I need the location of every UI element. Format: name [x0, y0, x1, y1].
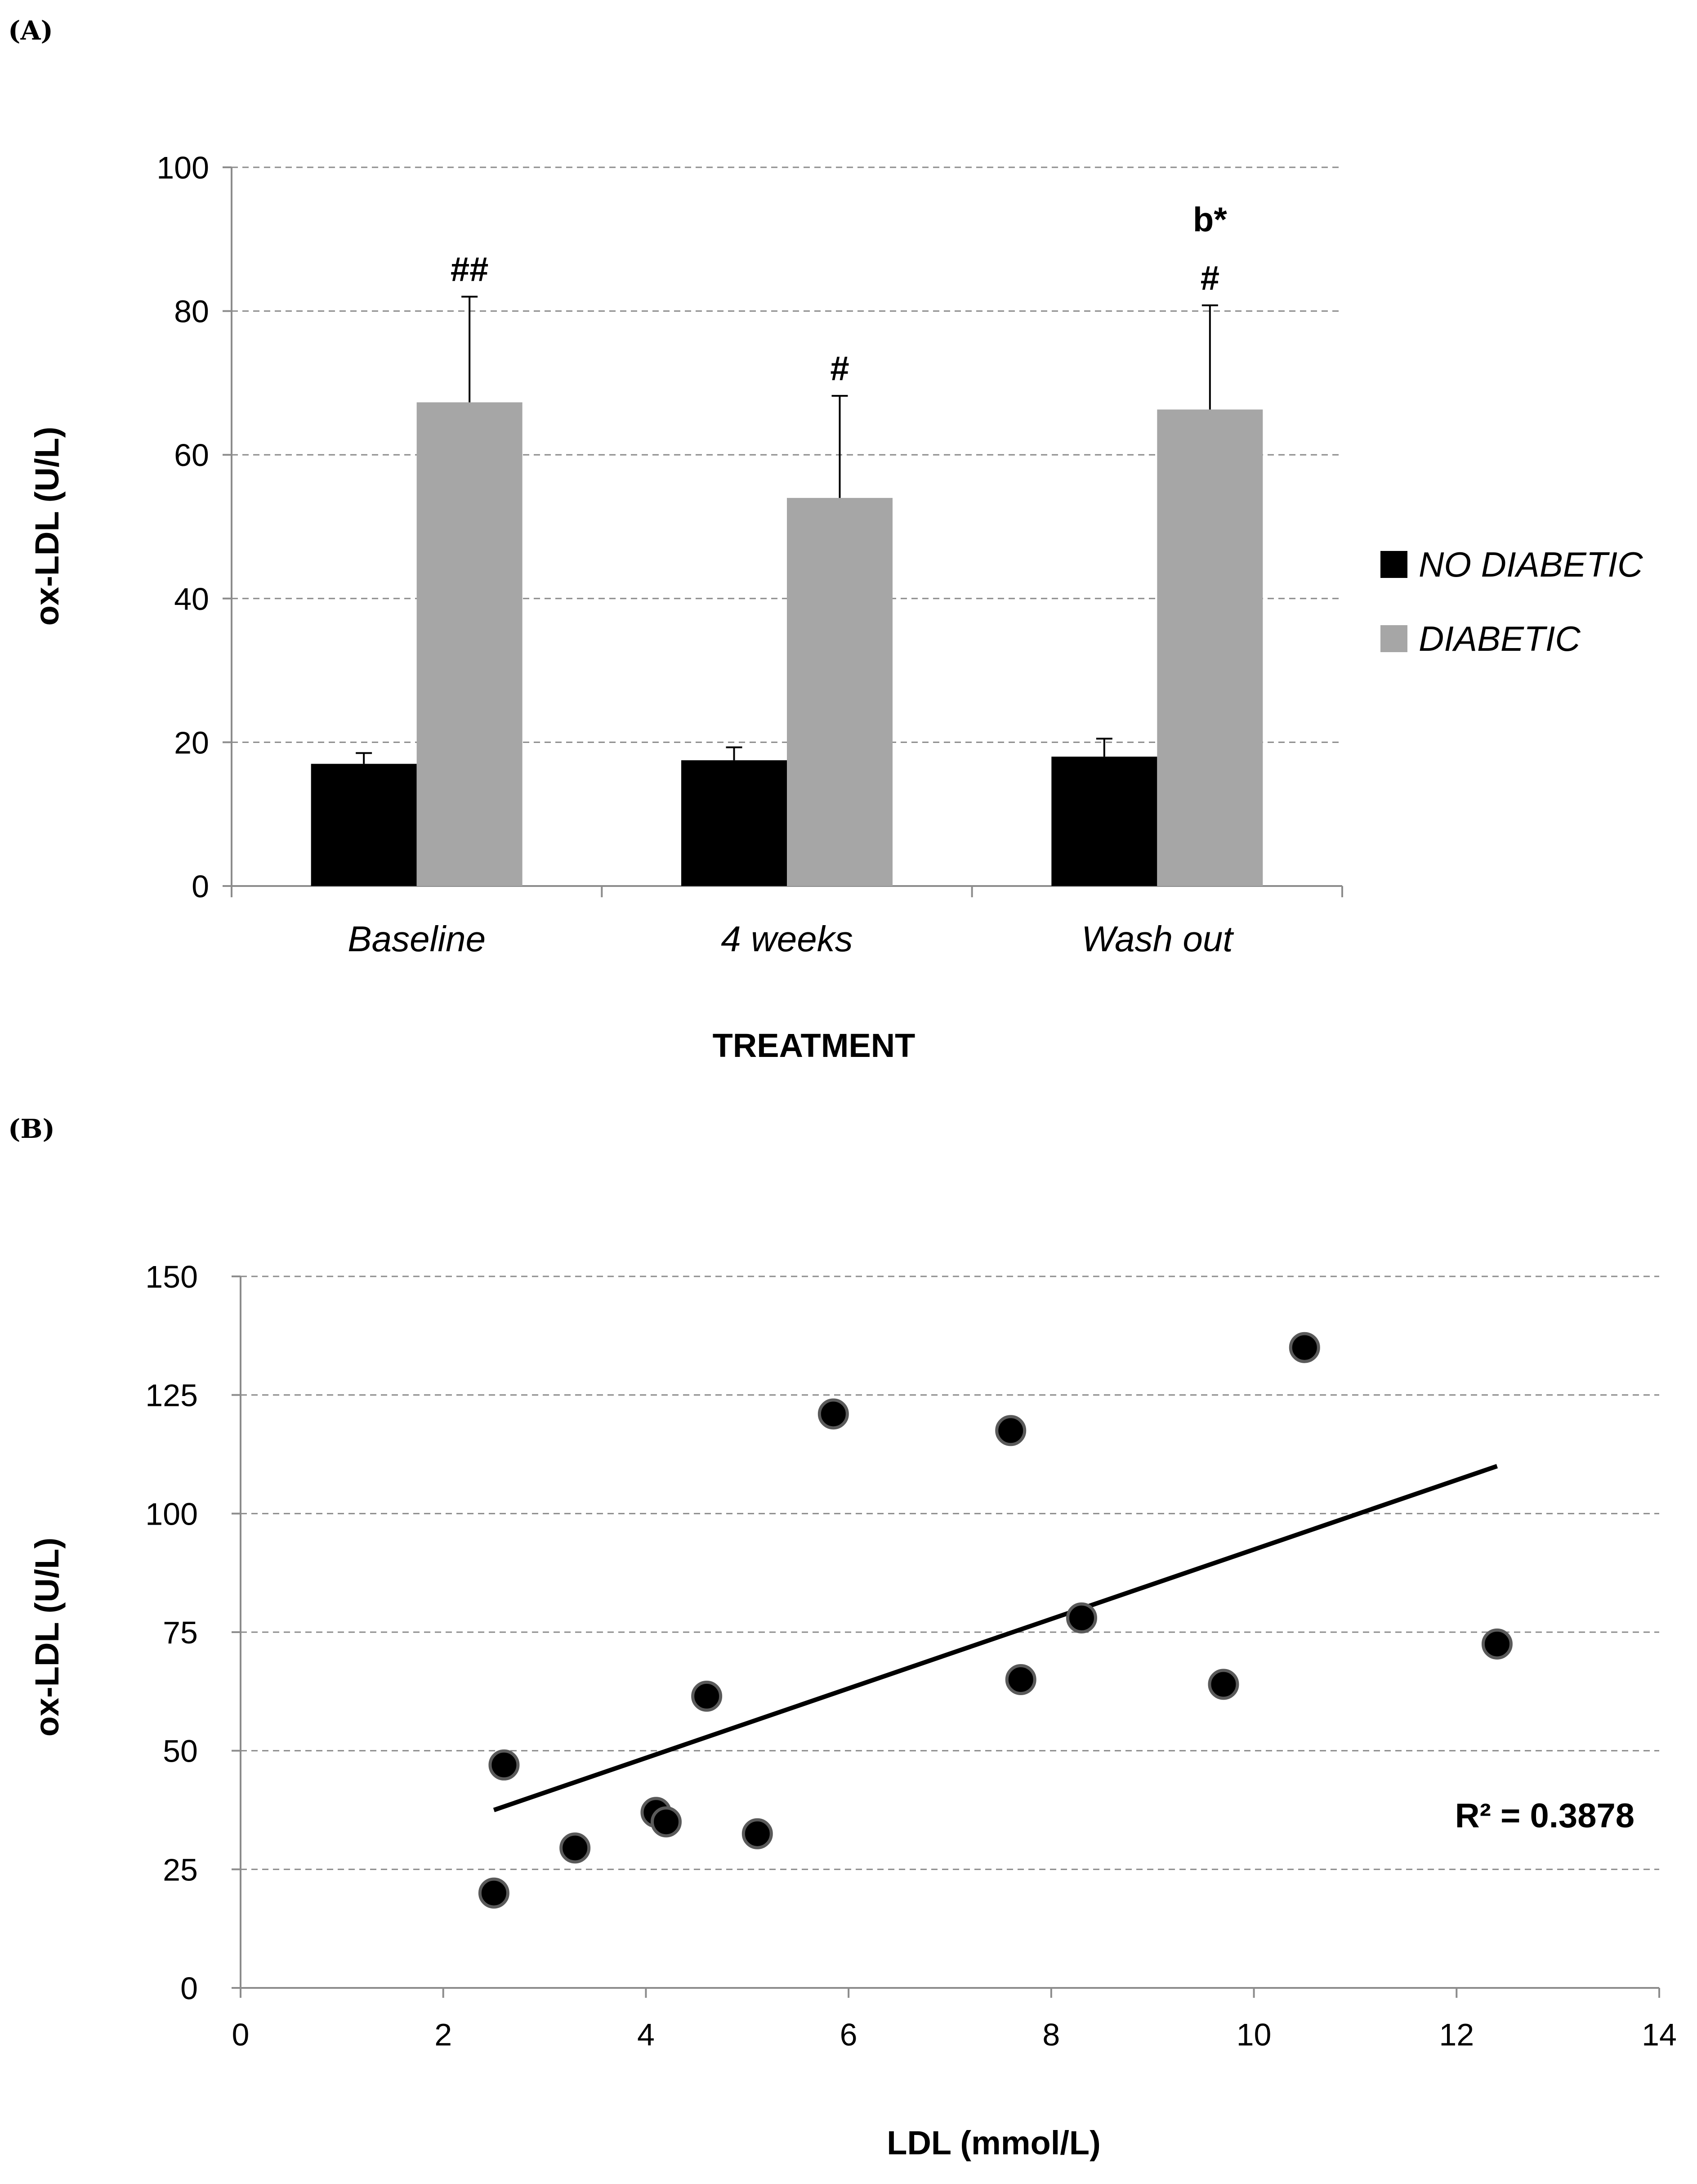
- bar: [1157, 409, 1263, 886]
- bar: [416, 402, 522, 886]
- scatter-chart: 0 25 50 75 100 125 150 0 2 4 6 8 10 12 14 R² = 0.3878 LD…: [28, 1259, 1677, 2162]
- bar: [311, 764, 417, 886]
- x-tick-label: 6: [840, 2017, 857, 2052]
- x-tick-label: 12: [1439, 2017, 1474, 2052]
- y-tick-label: 150: [145, 1259, 198, 1294]
- x-tick-label: 8: [1042, 2017, 1060, 2052]
- data-point: [1289, 1332, 1320, 1363]
- y-tick-label: 60: [174, 438, 209, 473]
- legend-swatch: [1380, 551, 1407, 578]
- x-category-label: Wash out: [1081, 919, 1234, 959]
- data-point: [1066, 1602, 1097, 1634]
- y-tick-label: 0: [180, 1971, 198, 2006]
- data-point: [559, 1832, 591, 1864]
- legend-label: NO DIABETIC: [1419, 545, 1643, 584]
- bar: [1051, 756, 1157, 886]
- x-tick-label: 4: [637, 2017, 655, 2052]
- y-tick-label: 80: [174, 294, 209, 329]
- x-axis-title: LDL (mmol/L): [887, 2124, 1100, 2162]
- data-point: [478, 1877, 509, 1909]
- data-point: [1005, 1664, 1036, 1695]
- r-squared-label: R² = 0.3878: [1455, 1797, 1634, 1835]
- y-tick-label: 100: [145, 1496, 198, 1531]
- panel-a-label: (A): [8, 15, 53, 46]
- y-tick-label: 25: [163, 1852, 198, 1887]
- bar: [787, 498, 893, 886]
- x-axis-title: TREATMENT: [713, 1027, 915, 1064]
- y-tick-label: 100: [156, 150, 209, 185]
- x-tick-label: 0: [232, 2017, 250, 2052]
- panel-b-label: (B): [8, 1114, 55, 1144]
- data-point: [741, 1818, 773, 1849]
- y-tick-label: 125: [145, 1378, 198, 1413]
- x-tick-label: 10: [1237, 2017, 1272, 2052]
- x-tick-label: 14: [1642, 2017, 1677, 2052]
- bar-chart: 0 20 40 60 80 100 ## Baseline #4 weeks # b* Wash ou…: [28, 150, 1643, 1064]
- data-point: [995, 1415, 1027, 1446]
- trendline: [493, 1464, 1498, 1813]
- legend-swatch: [1380, 625, 1407, 652]
- y-tick-label: 20: [174, 725, 209, 760]
- data-point: [691, 1680, 723, 1712]
- data-point: [817, 1398, 849, 1430]
- x-tick-label: 2: [434, 2017, 452, 2052]
- y-axis-title: ox-LDL (U/L): [28, 427, 66, 626]
- x-category-label: Baseline: [348, 919, 486, 959]
- bar: [681, 760, 787, 886]
- significance-annotation: b*: [1193, 201, 1227, 239]
- legend-label: DIABETIC: [1419, 619, 1581, 658]
- y-tick-label: 75: [163, 1615, 198, 1650]
- data-point: [651, 1806, 682, 1838]
- y-tick-label: 50: [163, 1734, 198, 1769]
- data-point: [488, 1749, 520, 1781]
- y-axis-title: ox-LDL (U/L): [28, 1538, 66, 1737]
- significance-annotation: #: [1201, 259, 1219, 297]
- significance-annotation: ##: [451, 251, 489, 289]
- x-category-label: 4 weeks: [721, 919, 853, 959]
- data-point: [1208, 1669, 1239, 1700]
- significance-annotation: #: [830, 349, 849, 388]
- y-tick-label: 0: [192, 869, 209, 904]
- data-point: [1481, 1628, 1513, 1660]
- y-tick-label: 40: [174, 582, 209, 617]
